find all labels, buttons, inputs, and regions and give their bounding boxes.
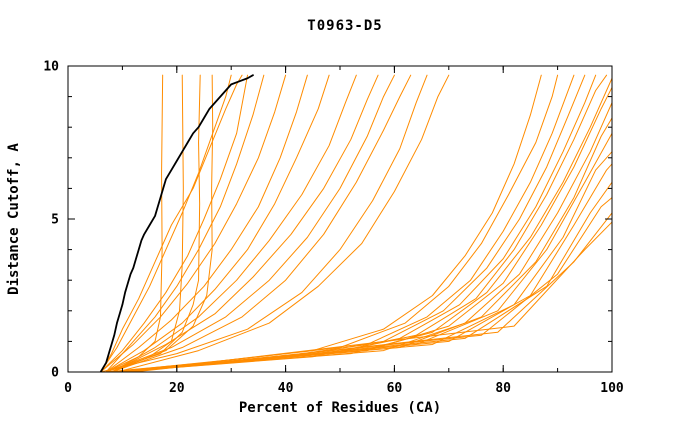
model-curve	[121, 132, 612, 372]
model-curve	[111, 86, 612, 372]
model-curve	[105, 74, 265, 372]
model-curve	[105, 74, 308, 372]
model-curve	[111, 117, 612, 372]
x-tick-label: 80	[495, 381, 511, 396]
plot-border	[67, 65, 613, 373]
x-tick-label: 20	[169, 381, 185, 396]
model-curve	[100, 74, 287, 372]
y-tick-label: 0	[51, 366, 59, 381]
model-curve	[132, 212, 612, 372]
model-curve	[105, 74, 201, 372]
x-tick-label: 0	[64, 381, 72, 396]
y-tick-label: 10	[43, 60, 59, 75]
series-lines	[99, 74, 612, 372]
model-curve	[105, 74, 164, 372]
y-axis-label: Distance Cutoff, A	[6, 143, 22, 295]
x-tick-label: 100	[600, 381, 624, 396]
x-tick-label: 60	[387, 381, 403, 396]
model-curve	[121, 163, 612, 372]
chart-title: T0963-D5	[307, 18, 382, 34]
model-curve	[111, 74, 357, 372]
model-curve	[116, 74, 450, 372]
model-curve	[111, 74, 214, 372]
model-curve	[105, 74, 330, 372]
model-curve	[105, 74, 395, 372]
model-curve	[116, 74, 597, 372]
highlighted-model-curve	[99, 74, 254, 372]
model-curve	[100, 74, 428, 372]
x-axis-label: Percent of Residues (CA)	[239, 400, 441, 416]
model-curve	[127, 221, 612, 372]
axes: 0 20 40 60 80 100 0 5 10	[43, 60, 624, 397]
x-tick-label: 40	[278, 381, 294, 396]
model-curve	[116, 151, 612, 372]
model-curve	[105, 77, 612, 372]
model-curve	[100, 74, 243, 372]
model-curve	[100, 74, 232, 372]
model-curve	[105, 74, 542, 372]
model-curve	[100, 74, 249, 372]
model-curve	[111, 74, 379, 372]
model-curve	[111, 74, 412, 372]
y-tick-label: 5	[51, 213, 59, 228]
model-curve	[116, 102, 612, 372]
